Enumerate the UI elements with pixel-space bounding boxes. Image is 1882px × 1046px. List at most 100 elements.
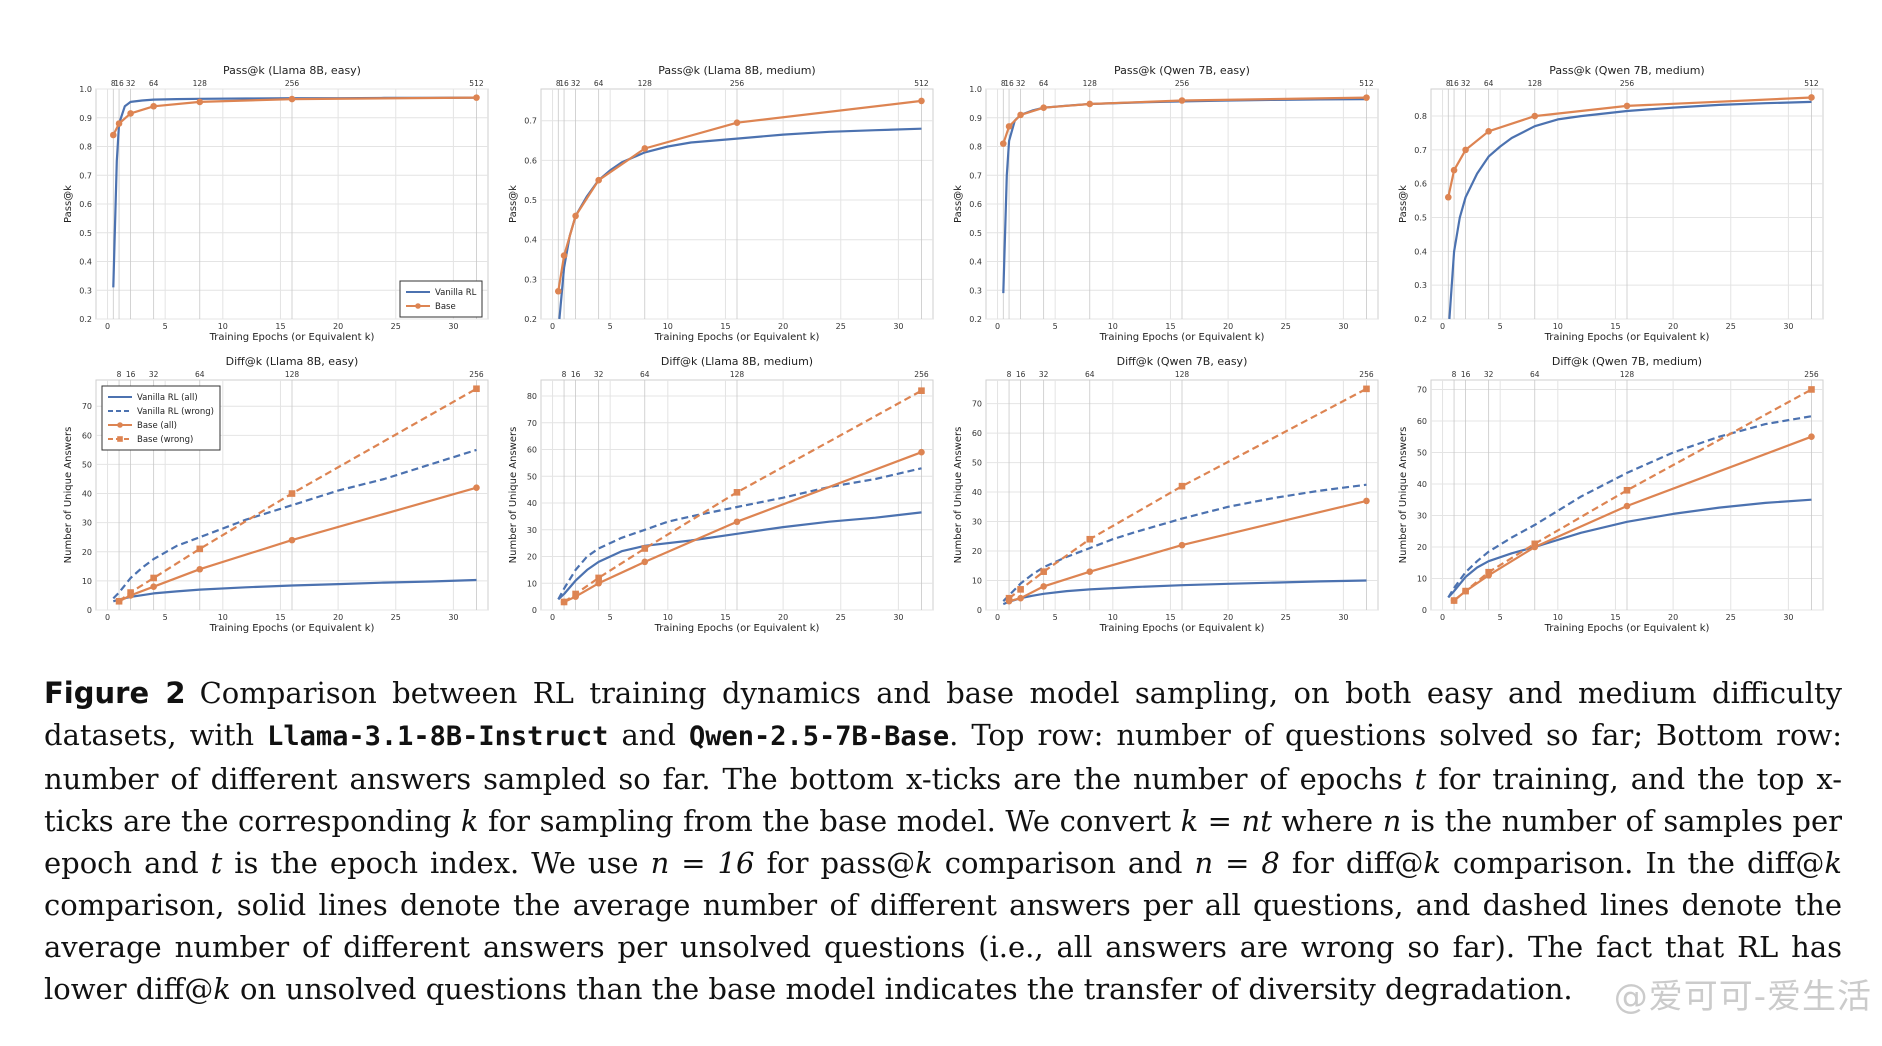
caption-text: comparison, solid lines denote the avera… xyxy=(44,888,1842,1006)
y-tick-label: 0.8 xyxy=(969,143,982,152)
caption-model-llama: Llama-3.1-8B-Instruct xyxy=(267,721,609,752)
y-tick-label: 50 xyxy=(972,459,982,468)
x-tick-label: 0 xyxy=(550,322,555,331)
x-tick-label: 20 xyxy=(333,322,343,331)
data-point xyxy=(150,583,157,591)
top-tick-label: 512 xyxy=(469,79,484,88)
y-tick-label: 0.5 xyxy=(79,229,92,238)
y-axis-label: Pass@k xyxy=(508,185,519,223)
data-point xyxy=(473,94,480,101)
chart-title: Diff@k (Qwen 7B, easy) xyxy=(1117,355,1248,368)
y-tick-label: 0 xyxy=(977,606,982,615)
data-point xyxy=(1040,583,1047,590)
x-tick-label: 25 xyxy=(836,322,846,331)
top-tick-label: 128 xyxy=(1175,370,1190,379)
y-tick-label: 0.2 xyxy=(1414,315,1427,324)
data-point xyxy=(641,558,649,566)
y-tick-label: 0.6 xyxy=(79,200,92,209)
data-point xyxy=(288,536,296,544)
top-tick-label: 32 xyxy=(1039,370,1049,379)
top-tick-label: 16 xyxy=(114,79,124,88)
caption-text: where xyxy=(1271,804,1383,838)
y-tick-label: 0.3 xyxy=(1414,281,1427,290)
data-point xyxy=(595,574,602,582)
figure-grid: 0.2 0.3 0.4 0.5 0.6 0.7 0.8 0.9 1.0 0 5 10 15 20 25 30 8… xyxy=(63,64,1824,634)
y-tick-label: 0.5 xyxy=(524,196,537,205)
data-point xyxy=(560,252,568,259)
x-axis-label: Training Epochs (or Equivalent k) xyxy=(654,332,820,343)
y-tick-label: 0.7 xyxy=(969,171,982,180)
y-axis-label: Pass@k xyxy=(63,185,74,223)
data-point xyxy=(641,145,649,152)
data-point xyxy=(918,448,925,456)
x-tick-label: 0 xyxy=(995,322,1000,331)
x-tick-label: 15 xyxy=(720,322,730,331)
data-point xyxy=(595,579,602,587)
x-tick-label: 15 xyxy=(720,613,730,622)
data-point xyxy=(1017,594,1024,602)
y-tick-label: 20 xyxy=(82,548,92,557)
caption-equation: n = 8 xyxy=(1194,846,1280,880)
legend-label: Base (wrong) xyxy=(137,435,193,445)
caption-text: comparison and xyxy=(932,846,1195,880)
legend-marker xyxy=(117,436,123,442)
caption-text: for training, and the top x-ticks are th… xyxy=(44,762,1842,838)
data-point xyxy=(1450,597,1458,604)
data-point xyxy=(1808,386,1815,393)
top-tick-label: 64 xyxy=(1484,79,1494,88)
top-tick-label: 128 xyxy=(730,370,745,379)
data-point xyxy=(115,597,123,605)
y-tick-label: 0.4 xyxy=(969,258,982,267)
series-line-vanilla-rl-wrong xyxy=(1002,483,1367,602)
chart-title: Pass@k (Llama 8B, medium) xyxy=(658,64,815,77)
chart-title: Diff@k (Llama 8B, easy) xyxy=(226,355,359,368)
x-axis-label: Training Epochs (or Equivalent k) xyxy=(209,623,375,634)
x-tick-label: 5 xyxy=(1053,322,1058,331)
top-tick-label: 64 xyxy=(594,79,604,88)
x-tick-label: 30 xyxy=(448,613,458,622)
y-axis-label: Pass@k xyxy=(1398,185,1409,223)
top-tick-label: 256 xyxy=(1620,79,1635,88)
data-point xyxy=(1086,568,1094,575)
x-tick-label: 20 xyxy=(1668,613,1678,622)
chart-title: Pass@k (Llama 8B, easy) xyxy=(223,64,361,77)
y-tick-label: 60 xyxy=(1417,417,1427,426)
data-point xyxy=(196,545,204,553)
chart-title: Diff@k (Qwen 7B, medium) xyxy=(1552,355,1702,368)
x-axis-label: Training Epochs (or Equivalent k) xyxy=(1544,332,1710,343)
data-point xyxy=(1531,112,1539,120)
data-point xyxy=(1017,586,1024,593)
legend-label: Base xyxy=(435,302,456,312)
y-tick-label: 60 xyxy=(527,446,537,455)
top-tick-label: 64 xyxy=(1085,370,1095,379)
x-tick-label: 25 xyxy=(391,613,401,622)
x-tick-label: 30 xyxy=(448,322,458,331)
top-tick-label: 8 xyxy=(1001,79,1006,88)
data-point xyxy=(918,387,925,394)
caption-var: k xyxy=(1423,846,1441,880)
y-tick-label: 0.4 xyxy=(524,236,537,245)
data-point xyxy=(1462,587,1469,595)
y-tick-label: 70 xyxy=(82,402,92,411)
x-tick-label: 25 xyxy=(1281,613,1291,622)
data-point xyxy=(1623,486,1631,494)
data-point xyxy=(1623,102,1631,110)
y-tick-label: 0 xyxy=(87,606,92,615)
x-tick-label: 15 xyxy=(1165,613,1175,622)
top-tick-label: 8 xyxy=(111,79,116,88)
x-tick-label: 20 xyxy=(1223,613,1233,622)
data-point xyxy=(733,489,741,496)
data-point xyxy=(999,140,1007,147)
y-tick-label: 0.9 xyxy=(79,114,92,123)
y-tick-label: 0.5 xyxy=(969,229,982,238)
data-point xyxy=(1808,94,1815,101)
data-point xyxy=(918,97,925,105)
top-tick-label: 128 xyxy=(285,370,300,379)
data-point xyxy=(127,589,134,596)
data-point xyxy=(1462,146,1469,154)
x-tick-label: 10 xyxy=(663,613,673,622)
caption-var: t xyxy=(1414,762,1427,796)
data-point xyxy=(560,598,568,606)
y-tick-label: 10 xyxy=(1417,574,1427,583)
top-tick-label: 16 xyxy=(1461,370,1471,379)
